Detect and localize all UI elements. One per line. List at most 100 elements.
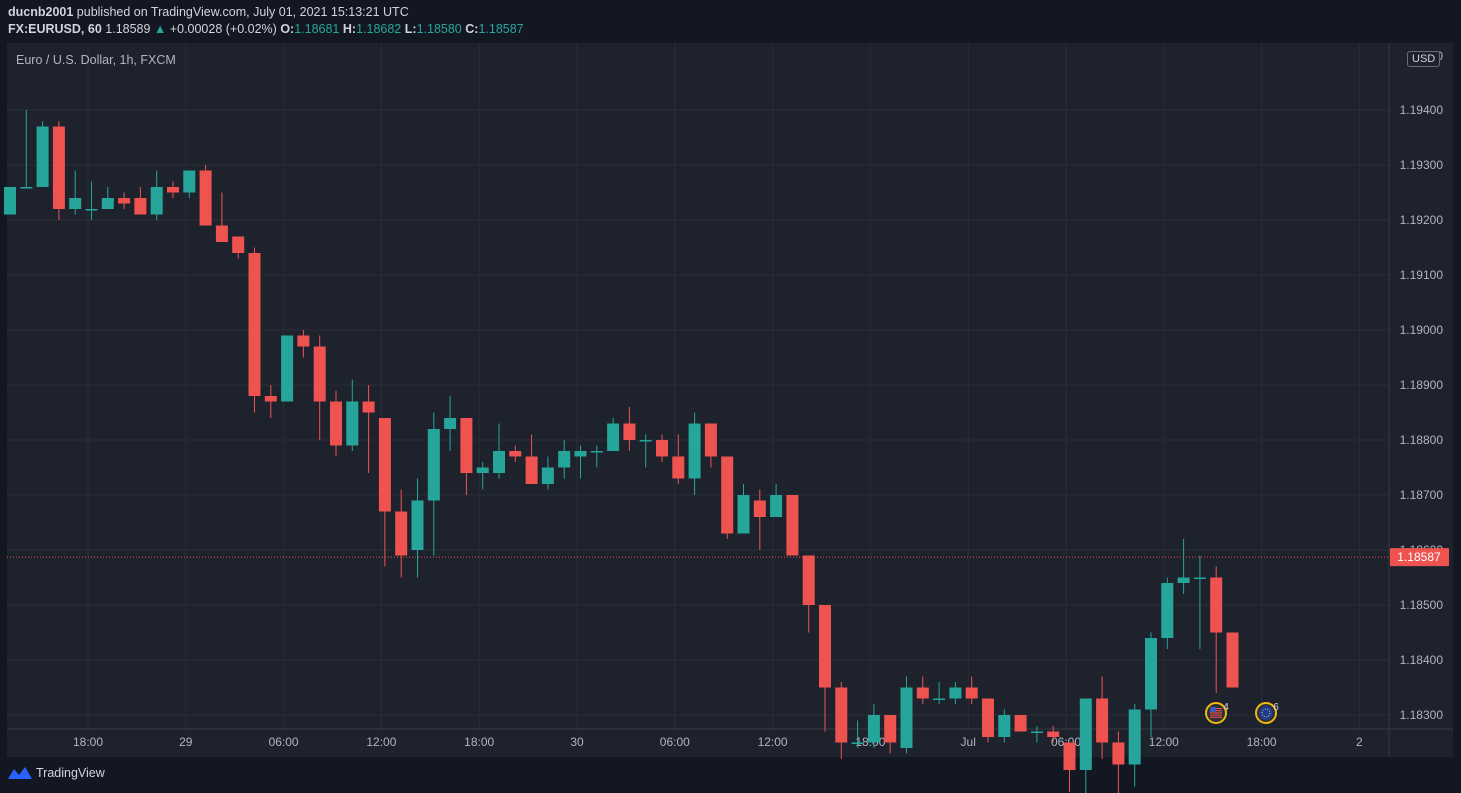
x-tick-label: 18:00 <box>464 735 494 749</box>
candle <box>1047 726 1060 743</box>
candle <box>118 192 131 209</box>
candle-body <box>134 198 147 215</box>
high-label: H: <box>342 22 357 36</box>
x-tick-label: 12:00 <box>758 735 788 749</box>
candle-body <box>1193 577 1206 579</box>
candle-body <box>476 467 489 473</box>
candle <box>215 192 228 242</box>
x-tick-label: Jul <box>961 735 976 749</box>
candle <box>1079 698 1092 793</box>
candle <box>802 555 815 633</box>
candle-body <box>362 401 375 413</box>
candle <box>835 682 848 759</box>
candle-body <box>1145 638 1157 710</box>
candles <box>4 110 1239 793</box>
candle <box>1193 555 1206 649</box>
candle <box>134 187 147 215</box>
candle <box>737 484 750 534</box>
candle-body <box>215 225 228 242</box>
footer-brand[interactable]: TradingView <box>8 766 105 780</box>
candle <box>395 489 408 578</box>
candle-body <box>378 418 391 512</box>
candle <box>982 698 994 743</box>
candle <box>656 434 668 462</box>
candle-body <box>427 429 440 501</box>
candle-body <box>656 440 668 457</box>
candle-body <box>688 423 701 479</box>
candle <box>20 110 33 189</box>
candle <box>933 682 946 704</box>
close-value: 1.18587 <box>478 22 524 36</box>
symbol-info: FX:EURUSD, 60 1.18589 ▲ +0.00028 (+0.02%… <box>8 22 524 36</box>
candle-body <box>851 742 864 744</box>
candle-body <box>1079 698 1092 770</box>
candle <box>232 236 245 259</box>
candle-body <box>1128 709 1141 765</box>
candle-body <box>933 698 946 700</box>
candle-body <box>802 555 815 605</box>
x-tick-label: 12:00 <box>366 735 396 749</box>
candle-body <box>916 687 929 699</box>
y-tick-label: 1.19200 <box>1400 213 1444 227</box>
candle-body <box>786 495 799 556</box>
brand-name: TradingView <box>36 766 105 780</box>
candle <box>248 247 261 413</box>
candle <box>1112 731 1125 793</box>
candle-body <box>1226 632 1239 688</box>
candle <box>1030 726 1043 743</box>
candle <box>1014 715 1027 732</box>
candle-body <box>590 451 603 453</box>
candle-body <box>1030 731 1043 733</box>
candle <box>199 165 212 226</box>
candle <box>949 682 962 704</box>
x-tick-label: 06:00 <box>660 735 690 749</box>
candle-body <box>982 698 994 737</box>
candle-body <box>85 209 98 211</box>
x-tick-label: 06:00 <box>269 735 299 749</box>
y-tick-label: 1.18900 <box>1400 378 1444 392</box>
candle <box>1161 577 1174 649</box>
chart-area[interactable] <box>7 43 1453 757</box>
candle <box>460 418 473 495</box>
chart-overlay: 1.18587 4 6 <box>7 548 1449 724</box>
y-tick-label: 1.18800 <box>1400 433 1444 447</box>
y-tick-label: 1.18700 <box>1400 488 1444 502</box>
candle <box>851 720 864 748</box>
candle <box>607 418 620 451</box>
candle-body <box>949 687 962 699</box>
candle-body <box>835 687 848 743</box>
candle <box>721 456 734 539</box>
change-value: +0.00028 (+0.02%) <box>169 22 277 36</box>
candle-body <box>4 187 16 215</box>
candle-body <box>444 418 457 429</box>
candle-body <box>525 456 538 484</box>
candle <box>590 445 603 468</box>
candle <box>264 385 277 418</box>
currency-badge[interactable]: USD <box>1407 51 1441 67</box>
candle <box>1128 704 1141 787</box>
candle-body <box>721 456 734 534</box>
candle-body <box>770 495 783 517</box>
candle-body <box>411 500 424 550</box>
y-tick-label: 1.18300 <box>1400 708 1444 722</box>
candle <box>1210 566 1223 693</box>
eu-flag-icon: 6 <box>1255 702 1279 724</box>
candle <box>704 423 717 468</box>
candle <box>558 440 571 479</box>
series-legend-title[interactable]: Euro / U.S. Dollar, 1h, FXCM <box>16 53 176 67</box>
candle <box>378 418 391 567</box>
candle <box>183 170 196 198</box>
y-tick-label: 1.19000 <box>1400 323 1444 337</box>
candle-body <box>1047 731 1060 737</box>
candle-body <box>297 335 310 347</box>
candle <box>427 412 440 556</box>
candle-body <box>965 687 978 699</box>
candle-body <box>69 198 82 209</box>
last-price-label-bg <box>1390 548 1449 567</box>
author-name[interactable]: ducnb2001 <box>8 5 74 19</box>
candle <box>672 434 685 484</box>
candle <box>998 709 1011 743</box>
candle-body <box>737 495 750 534</box>
candle <box>916 676 929 704</box>
